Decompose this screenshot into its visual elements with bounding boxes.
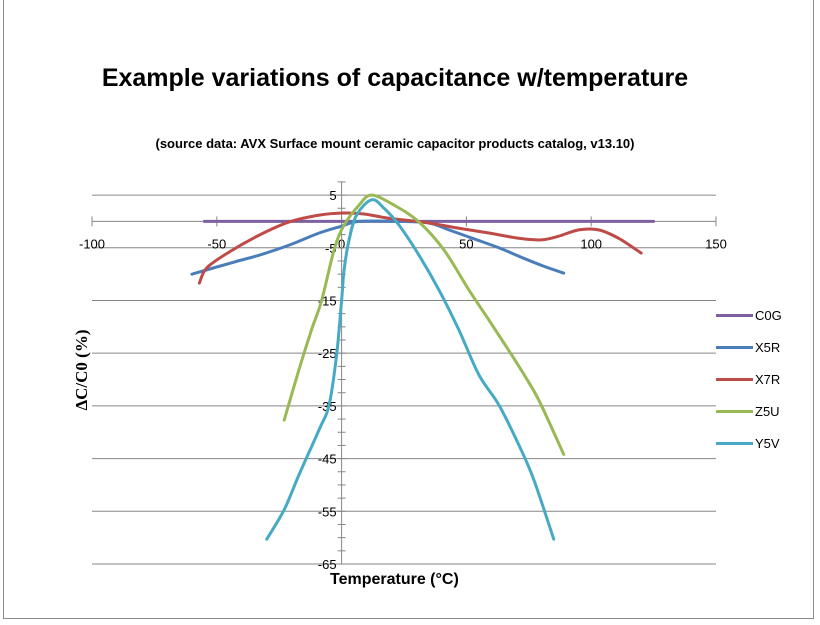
- series-line-y5v: [265, 198, 556, 541]
- y-tick-label: -45: [318, 452, 337, 467]
- legend-item-z5u: Z5U: [716, 404, 780, 419]
- x-axis-label: Temperature (°C): [330, 571, 459, 588]
- legend-swatch: [716, 378, 753, 381]
- y-tick-label: -65: [318, 557, 337, 572]
- legend-item-x5r: X5R: [716, 340, 780, 355]
- y-tick-label: -55: [318, 504, 337, 519]
- x-tick-label: 100: [580, 236, 602, 251]
- chart-subtitle: (source data: AVX Surface mount ceramic …: [155, 136, 635, 151]
- x-tick-label: 50: [459, 236, 473, 251]
- legend-item-c0g: C0G: [716, 308, 782, 323]
- series-line-z5u: [282, 193, 566, 456]
- series-line-x7r: [197, 211, 643, 285]
- y-tick-label: -5: [325, 241, 337, 256]
- y-axis-label: ΔC/C0 (%): [72, 329, 91, 411]
- legend-label: X5R: [755, 340, 781, 355]
- x-tick-label: 150: [705, 236, 727, 251]
- x-tick-label: -100: [79, 236, 105, 251]
- x-tick-label: -50: [207, 236, 226, 251]
- legend-swatch: [716, 346, 753, 349]
- legend-label: C0G: [755, 308, 782, 323]
- legend-label: Z5U: [755, 404, 780, 419]
- legend-label: X7R: [755, 372, 781, 387]
- chart-title: Example variations of capacitance w/temp…: [101, 64, 689, 92]
- series-line-x5r: [190, 219, 566, 276]
- chart-frame: [3, 0, 814, 619]
- y-tick-label: -25: [318, 346, 337, 361]
- legend-swatch: [716, 410, 753, 413]
- legend-item-x7r: X7R: [716, 372, 780, 387]
- y-tick-label: 5: [329, 188, 336, 203]
- legend-item-y5v: Y5V: [716, 436, 780, 451]
- legend-label: Y5V: [755, 436, 780, 451]
- legend-swatch: [716, 314, 753, 317]
- legend-swatch: [716, 442, 753, 445]
